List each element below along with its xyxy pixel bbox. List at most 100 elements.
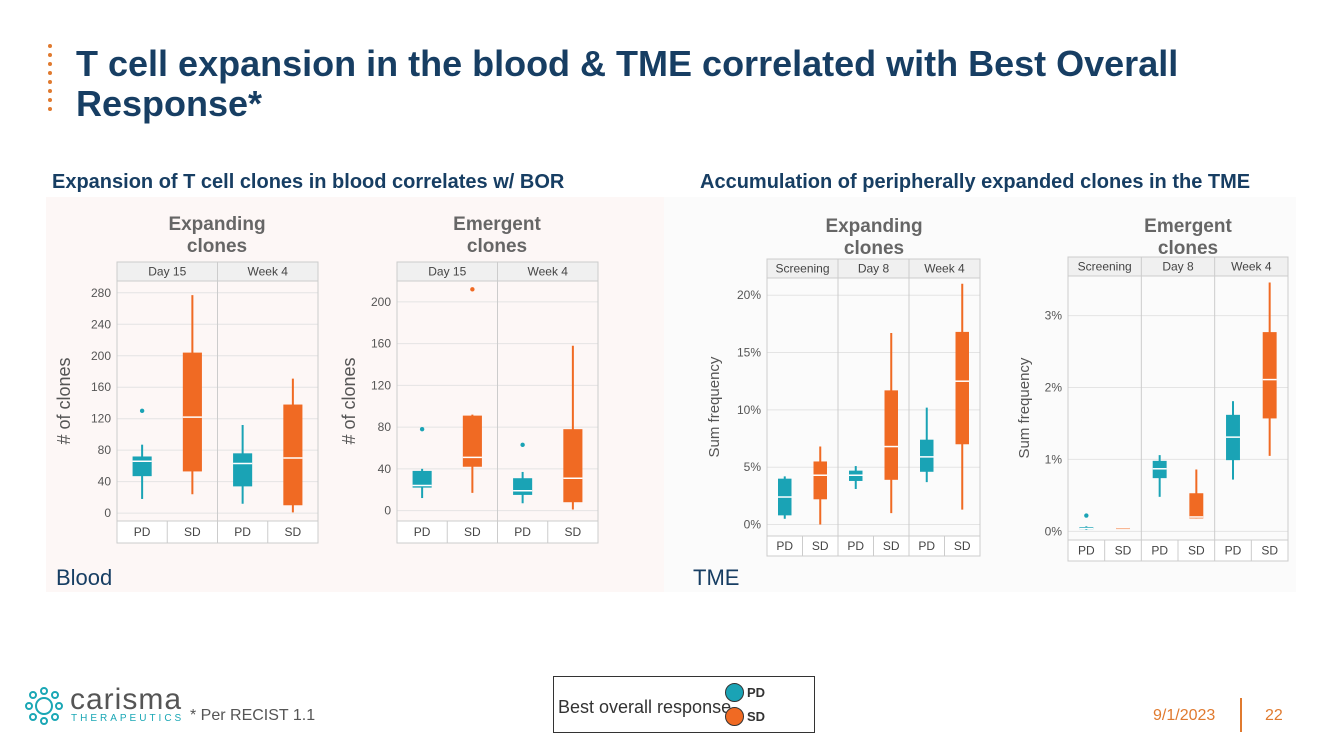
y-axis-label: Sum frequency (1016, 357, 1033, 458)
y-tick-label: 240 (91, 317, 111, 331)
y-tick-label: 200 (371, 295, 391, 309)
y-tick-label: 120 (371, 378, 391, 392)
facet-label: Week 4 (248, 265, 289, 279)
chart-title-line: Emergent (1144, 216, 1232, 237)
chart-title-line: clones (187, 236, 247, 257)
x-tick-label: PD (514, 525, 531, 539)
x-tick-label: SD (954, 539, 971, 553)
y-tick-label: 200 (91, 349, 111, 363)
facet-header-band (766, 258, 981, 279)
box-iqr-sd (182, 352, 202, 472)
box-iqr-pd (513, 478, 533, 495)
facet-label: Day 8 (1162, 260, 1194, 274)
chart-title-line: clones (467, 236, 527, 257)
x-tick-label: PD (414, 525, 431, 539)
x-tick-label: SD (1261, 544, 1278, 558)
legend: Best overall response PD SD (553, 676, 815, 733)
legend-title: Best overall response (558, 697, 732, 717)
x-tick-label: PD (1078, 544, 1095, 558)
chart-title-line: clones (1158, 238, 1218, 259)
x-tick-label: PD (847, 539, 864, 553)
y-tick-label: 20% (737, 288, 761, 302)
y-tick-label: 10% (737, 403, 761, 417)
chart-title-line: clones (844, 238, 904, 259)
x-tick-label: PD (776, 539, 793, 553)
y-tick-label: 5% (744, 460, 762, 474)
box-iqr-sd (884, 390, 898, 480)
facet-header-band (1067, 256, 1289, 277)
outlier-point (419, 426, 425, 432)
x-tick-label: SD (285, 525, 302, 539)
box-iqr-pd (412, 470, 432, 488)
legend-swatch-pd (725, 683, 744, 702)
facet-label: Week 4 (1231, 260, 1272, 274)
y-tick-label: 120 (91, 412, 111, 426)
x-tick-label: SD (1188, 544, 1205, 558)
footnote: * Per RECIST 1.1 (190, 707, 316, 724)
box-iqr-sd (1262, 332, 1277, 419)
slide-title: T cell expansion in the blood & TME corr… (76, 43, 1179, 124)
box-iqr-sd (955, 331, 969, 445)
plot-frame (766, 258, 981, 557)
outlier-point (139, 408, 145, 414)
legend-label-pd: PD (747, 685, 766, 700)
facet-label: Day 8 (858, 262, 890, 276)
box-iqr-pd (233, 453, 253, 487)
x-tick-label: PD (918, 539, 935, 553)
x-tick-label: PD (134, 525, 151, 539)
facet-label: Day 15 (428, 265, 466, 279)
tme-label: TME (693, 565, 740, 590)
right-subtitle: Accumulation of peripherally expanded cl… (700, 171, 1251, 193)
chart-title-line: Emergent (453, 214, 541, 235)
chart-title-line: Expanding (825, 216, 922, 237)
legend-swatch-sd (725, 707, 744, 726)
chart-title-line: Expanding (168, 214, 265, 235)
box-iqr-sd (283, 404, 303, 506)
facet-label: Screening (775, 262, 829, 276)
title-decoration-dots (47, 44, 55, 116)
y-axis-label: # of clones (339, 357, 359, 444)
slide-date: 9/1/2023 (1153, 707, 1216, 724)
x-tick-label: SD (184, 525, 201, 539)
legend-item-pd: PD (725, 683, 766, 702)
y-tick-label: 40 (378, 462, 392, 476)
x-tick-label: SD (1115, 544, 1132, 558)
plot-frame (1067, 256, 1289, 562)
x-tick-label: SD (883, 539, 900, 553)
x-tick-label: SD (565, 525, 582, 539)
box-iqr-sd (563, 429, 583, 503)
legend-label-sd: SD (747, 709, 766, 724)
facet-label: Week 4 (528, 265, 569, 279)
y-tick-label: 160 (91, 380, 111, 394)
box-iqr-pd (920, 439, 934, 472)
x-tick-label: SD (464, 525, 481, 539)
y-tick-label: 0% (744, 518, 762, 532)
y-tick-label: 1% (1045, 452, 1063, 466)
box-iqr-sd (462, 415, 482, 467)
box-iqr-pd (132, 456, 152, 477)
y-tick-label: 160 (371, 337, 391, 351)
logo-name: carisma (70, 683, 183, 716)
box-iqr-sd (1189, 493, 1204, 519)
blood-label: Blood (56, 565, 113, 590)
y-axis-label: # of clones (54, 357, 74, 444)
y-tick-label: 0% (1045, 524, 1063, 538)
outlier-point (520, 442, 525, 448)
y-axis-label: Sum frequency (706, 356, 723, 457)
outlier-point (470, 287, 475, 292)
page-number: 22 (1265, 707, 1283, 724)
x-tick-label: SD (812, 539, 829, 553)
y-tick-label: 40 (98, 475, 112, 489)
facet-label: Day 15 (148, 265, 186, 279)
legend-item-sd: SD (725, 707, 766, 726)
facet-label: Week 4 (924, 262, 965, 276)
facet-label: Screening (1078, 260, 1132, 274)
y-tick-label: 80 (378, 420, 392, 434)
outlier-point (1084, 513, 1089, 518)
y-tick-label: 0 (384, 504, 391, 518)
y-tick-label: 15% (737, 346, 761, 360)
logo-subtext: THERAPEUTICS (71, 713, 185, 724)
y-tick-label: 80 (98, 443, 112, 457)
y-tick-label: 3% (1045, 309, 1063, 323)
